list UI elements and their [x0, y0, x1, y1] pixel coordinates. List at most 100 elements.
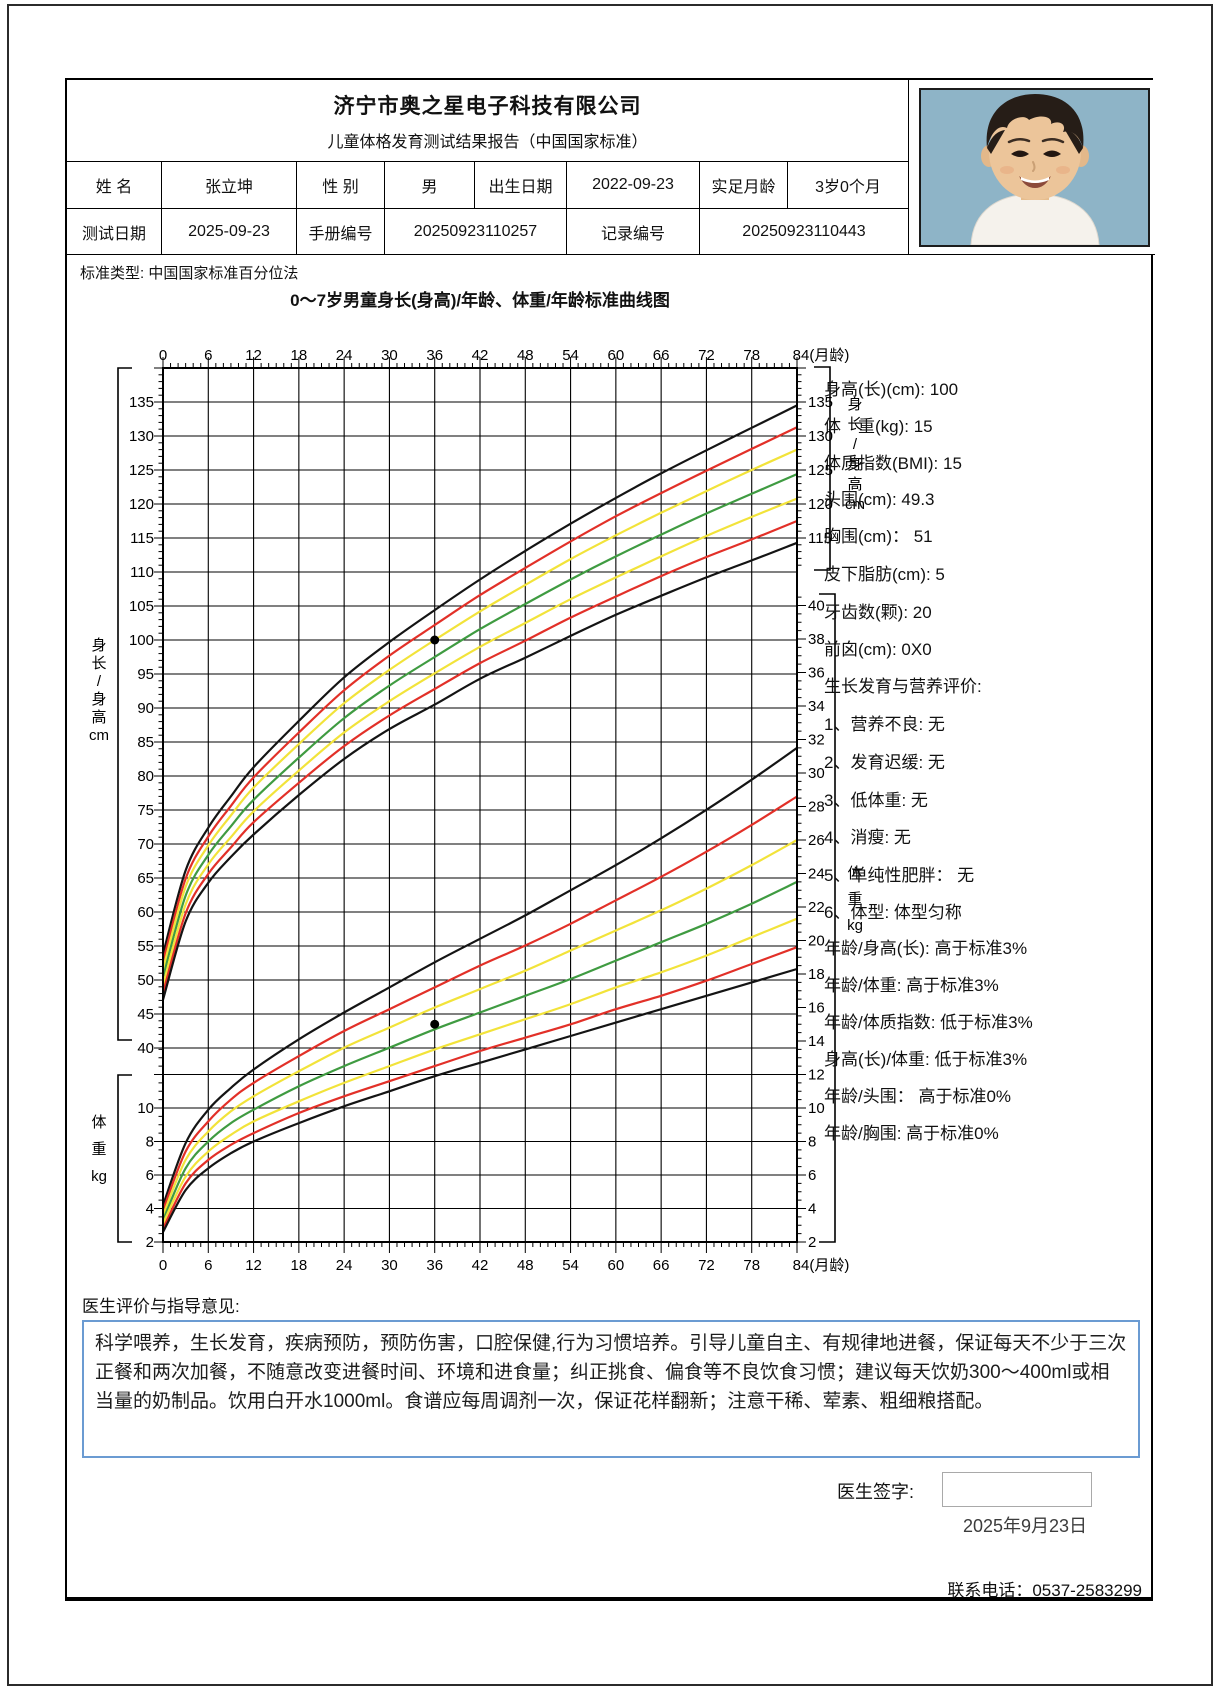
svg-text:高: 高: [847, 476, 862, 493]
svg-text:115: 115: [130, 530, 154, 547]
svg-text:22: 22: [808, 899, 825, 916]
svg-text:18: 18: [808, 966, 825, 983]
panel-height: 身高(长)(cm): 100: [824, 380, 959, 399]
svg-text:12: 12: [245, 347, 262, 364]
svg-text:高: 高: [91, 709, 106, 726]
svg-text:8: 8: [146, 1134, 154, 1151]
svg-text:40: 40: [808, 598, 825, 615]
svg-text:54: 54: [562, 347, 579, 364]
chart-title: 0～7岁男童身长(身高)/年龄、体重/年龄标准曲线图: [290, 291, 670, 310]
svg-text:4: 4: [146, 1201, 154, 1218]
svg-text:120: 120: [808, 496, 833, 513]
svg-text:78: 78: [743, 347, 760, 364]
doctor-section-title: 医生评价与指导意见:: [82, 1297, 240, 1316]
panel-ratio-height: 年龄/身高(长): 高于标准3%: [824, 939, 1028, 958]
svg-text:kg: kg: [91, 1168, 107, 1185]
svg-text:20: 20: [808, 933, 825, 950]
panel-ratio-bmi: 年龄/体质指数: 低于标准3%: [824, 1013, 1033, 1032]
panel-ratio-hw: 身高(长)/体重: 低于标准3%: [824, 1050, 1028, 1069]
svg-text:72: 72: [698, 347, 715, 364]
svg-text:重: 重: [847, 891, 862, 908]
svg-text:95: 95: [137, 666, 154, 683]
field-value-gender: 男: [385, 162, 475, 209]
svg-text:90: 90: [137, 700, 154, 717]
svg-text:重: 重: [91, 1141, 106, 1158]
svg-text:32: 32: [808, 732, 825, 749]
svg-text:36: 36: [426, 347, 443, 364]
panel-fontanelle: 前囟(cm): 0X0: [824, 640, 932, 659]
report-date: 2025年9月23日: [962, 1516, 1088, 1536]
svg-text:长: 长: [91, 655, 106, 672]
svg-text:28: 28: [808, 799, 825, 816]
svg-text:115: 115: [808, 530, 832, 547]
svg-text:42: 42: [472, 347, 489, 364]
svg-text:34: 34: [808, 698, 825, 715]
company-name: 济宁市奥之星电子科技有限公司: [333, 94, 642, 118]
svg-text:36: 36: [808, 665, 825, 682]
panel-eval-5: 5、单纯性肥胖： 无: [824, 866, 975, 885]
svg-text:6: 6: [204, 1257, 212, 1274]
panel-eval-2: 2、发育迟缓: 无: [824, 753, 945, 772]
page-border: [7, 4, 1213, 1686]
photo-cell: [909, 80, 1155, 255]
svg-text:2: 2: [146, 1234, 154, 1251]
svg-text:50: 50: [137, 972, 154, 989]
svg-text:80: 80: [137, 768, 154, 785]
svg-text:身: 身: [847, 396, 862, 413]
panel-ratio-head: 年龄/头围： 高于标准0%: [824, 1087, 1012, 1106]
panel-eval-header: 生长发育与营养评价:: [824, 677, 982, 696]
panel-eval-1: 1、营养不良: 无: [824, 715, 945, 734]
field-value-manual-no: 20250923110257: [385, 209, 567, 255]
svg-text:体: 体: [847, 865, 862, 882]
svg-text:6: 6: [808, 1167, 816, 1184]
svg-text:/: /: [97, 673, 102, 690]
child-photo: [919, 88, 1150, 247]
svg-text:18: 18: [291, 1257, 308, 1274]
field-label-name: 姓 名: [67, 162, 162, 209]
svg-text:66: 66: [653, 1257, 670, 1274]
child-photo-image: [921, 90, 1148, 245]
field-label-testdate: 测试日期: [67, 209, 162, 255]
svg-text:48: 48: [517, 347, 534, 364]
contact-phone: 联系电话：0537-2583299: [947, 1581, 1142, 1600]
svg-text:30: 30: [381, 1257, 398, 1274]
svg-text:kg: kg: [847, 917, 863, 934]
svg-text:8: 8: [808, 1134, 816, 1151]
svg-text:70: 70: [137, 836, 154, 853]
svg-text:2: 2: [808, 1234, 816, 1251]
svg-text:60: 60: [608, 1257, 625, 1274]
svg-text:40: 40: [137, 1040, 154, 1057]
svg-text:/: /: [853, 436, 858, 453]
doctor-signature-field[interactable]: [942, 1472, 1092, 1507]
svg-text:长: 长: [847, 416, 862, 433]
svg-text:60: 60: [137, 904, 154, 921]
svg-text:125: 125: [808, 462, 833, 479]
svg-text:48: 48: [517, 1257, 534, 1274]
svg-text:身: 身: [91, 691, 106, 708]
svg-text:55: 55: [137, 938, 154, 955]
svg-text:6: 6: [146, 1167, 154, 1184]
svg-text:36: 36: [426, 1257, 443, 1274]
doctor-sign-label: 医生签字:: [836, 1482, 914, 1502]
svg-text:75: 75: [137, 802, 154, 819]
svg-text:10: 10: [137, 1100, 154, 1117]
report-title: 儿童体格发育测试结果报告（中国国家标准）: [327, 133, 648, 151]
field-label-manual-no: 手册编号: [297, 209, 385, 255]
panel-bmi: 体质指数(BMI): 15: [824, 454, 962, 473]
svg-text:54: 54: [562, 1257, 579, 1274]
field-value-birthdate: 2022-09-23: [567, 162, 700, 209]
svg-text:24: 24: [808, 866, 825, 883]
svg-text:30: 30: [381, 347, 398, 364]
svg-text:135: 135: [129, 394, 154, 411]
panel-eval-6: 6、体型: 体型匀称: [824, 903, 962, 922]
svg-text:12: 12: [245, 1257, 262, 1274]
svg-text:105: 105: [129, 598, 154, 615]
field-label-age: 实足月龄: [700, 162, 788, 209]
field-label-record-no: 记录编号: [567, 209, 700, 255]
svg-text:cm: cm: [845, 496, 865, 513]
doctor-advice-text: 科学喂养，生长发育，疾病预防，预防伤害，口腔保健,行为习惯培养。引导儿童自主、有…: [82, 1320, 1140, 1458]
svg-text:12: 12: [808, 1067, 825, 1084]
field-label-gender: 性 别: [297, 162, 385, 209]
svg-text:72: 72: [698, 1257, 715, 1274]
svg-text:18: 18: [291, 347, 308, 364]
